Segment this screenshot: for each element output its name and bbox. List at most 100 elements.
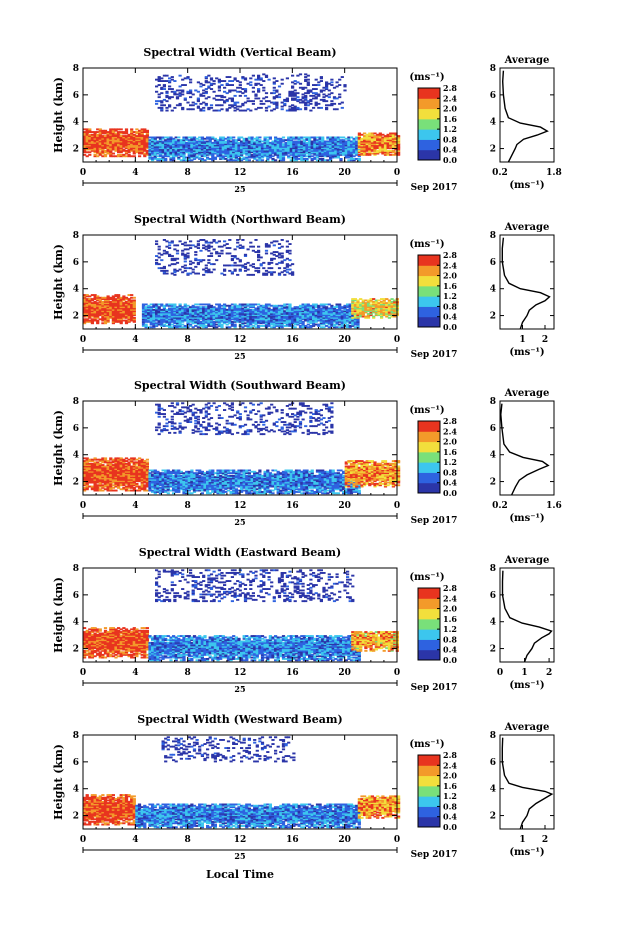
heatmap-cell <box>208 141 212 144</box>
heatmap-cell <box>219 144 223 147</box>
heatmap-cell <box>247 141 251 144</box>
heatmap-cell <box>145 135 149 137</box>
y-tick-label: 2 <box>73 312 79 322</box>
heatmap-cell <box>183 84 187 86</box>
heatmap-cell <box>275 94 279 97</box>
heatmap-cell <box>103 147 108 150</box>
heatmap-cell <box>106 140 110 143</box>
heatmap-cell <box>253 141 257 144</box>
heatmap-cell <box>106 296 110 299</box>
heatmap-cell <box>283 104 287 107</box>
heatmap-cell <box>172 139 176 142</box>
heatmap-cell <box>151 152 155 155</box>
heatmap-cell <box>327 96 331 99</box>
heatmap-cell <box>182 144 186 147</box>
heatmap-cell <box>156 147 160 150</box>
heatmap-cell <box>185 139 189 142</box>
heatmap-cell <box>98 148 102 151</box>
heatmap-cell <box>292 143 296 146</box>
heatmap-cell <box>220 80 224 82</box>
profile-x-label: (ms⁻¹) <box>509 180 544 191</box>
heatmap-cell <box>174 144 178 147</box>
heatmap-cell <box>187 151 191 154</box>
heatmap-cell <box>127 135 131 137</box>
heatmap-cell <box>240 141 244 144</box>
heatmap-cell <box>219 140 223 143</box>
heatmap-cell <box>138 141 142 144</box>
heatmap-cell <box>135 147 139 150</box>
heatmap-cell <box>178 268 182 271</box>
heatmap-cell <box>192 147 197 150</box>
heatmap-cell <box>181 78 185 81</box>
heatmap-cell <box>90 147 94 150</box>
heatmap-cell <box>276 147 280 150</box>
heatmap-cell <box>370 152 374 155</box>
heatmap-cell <box>288 92 292 95</box>
heatmap-cell <box>145 143 149 146</box>
heatmap-cell <box>308 155 312 158</box>
heatmap-cell <box>172 144 176 147</box>
heatmap-cell <box>342 151 346 154</box>
heatmap-cell <box>232 148 236 151</box>
heatmap-cell <box>357 145 361 148</box>
heatmap-cell <box>190 156 194 159</box>
heatmap-cell <box>355 141 359 144</box>
heatmap-cell <box>301 96 305 99</box>
heatmap-cell <box>119 149 123 152</box>
heatmap-cell <box>164 159 168 162</box>
heatmap-cell <box>85 295 89 298</box>
heatmap-cell <box>245 147 249 150</box>
heatmap-cell <box>190 152 194 155</box>
heatmap-cell <box>378 145 382 148</box>
heatmap-cell <box>166 143 170 146</box>
profile-x-tick-label: 2 <box>542 335 548 345</box>
heatmap-cell <box>250 148 254 151</box>
heatmap-cell <box>332 108 337 111</box>
heatmap-cell <box>294 156 299 159</box>
heatmap-cell <box>93 131 97 133</box>
heatmap-cell <box>148 158 152 160</box>
heatmap-cell <box>276 137 280 140</box>
heatmap-cell <box>101 302 105 304</box>
heatmap-cell <box>389 135 393 137</box>
colorbar-frame <box>417 87 441 161</box>
heatmap-cell <box>365 136 369 139</box>
x-tick-label: 0 <box>394 168 400 178</box>
heatmap-cell <box>302 149 306 152</box>
heatmap-cell <box>161 137 165 140</box>
heatmap-cell <box>138 139 142 142</box>
heatmap-cell <box>88 143 92 146</box>
heatmap-cell <box>221 136 225 139</box>
heatmap-cell <box>257 82 261 85</box>
heatmap-cell <box>266 140 270 143</box>
heatmap-cell <box>291 81 295 84</box>
heatmap-cell <box>224 155 228 158</box>
heatmap-cell <box>255 147 259 150</box>
heatmap-cell <box>370 149 374 152</box>
heatmap-cell <box>291 263 295 266</box>
heatmap-cell <box>211 149 215 152</box>
heatmap-cell <box>397 151 401 154</box>
heatmap-cell <box>195 143 199 146</box>
heatmap-cell <box>321 149 325 152</box>
heatmap-cell <box>276 141 280 144</box>
heatmap-cell <box>226 156 231 159</box>
heatmap-cell <box>88 147 92 150</box>
heatmap-cell <box>98 140 102 143</box>
heatmap-cell <box>114 136 118 139</box>
heatmap-cell <box>260 155 265 158</box>
heatmap-cell <box>196 105 200 108</box>
heatmap-cell <box>334 143 338 146</box>
heatmap-cell <box>386 149 390 152</box>
heatmap-cell <box>90 133 94 136</box>
heatmap-cell <box>96 143 100 146</box>
heatmap-cell <box>127 151 131 154</box>
heatmap-cell <box>313 152 317 155</box>
heatmap-cell <box>304 78 308 81</box>
heatmap-cell <box>368 133 372 136</box>
heatmap-cell <box>106 149 110 152</box>
heatmap-cell <box>284 151 288 154</box>
heatmap-cell <box>93 133 97 136</box>
heatmap-cell <box>349 140 354 143</box>
heatmap-cell <box>103 144 108 147</box>
